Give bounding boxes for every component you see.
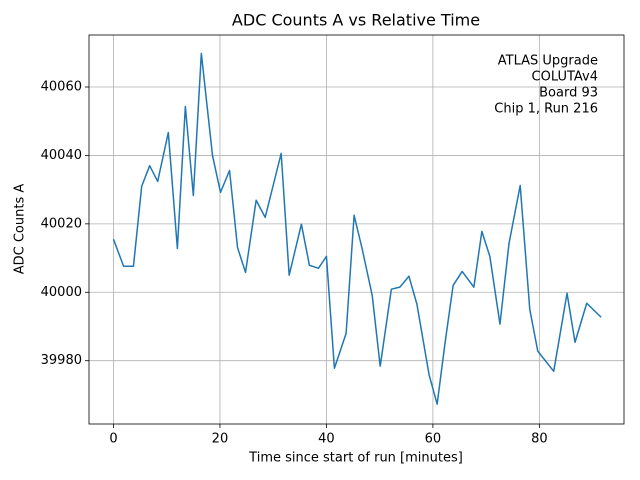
y-tick-label: 40040 (41, 148, 82, 163)
y-tick-label: 40000 (41, 285, 82, 300)
x-tick-label: 20 (212, 432, 229, 447)
x-tick-label: 40 (318, 432, 335, 447)
annotation: Board 93 (539, 86, 598, 101)
annotation: COLUTAv4 (532, 70, 598, 85)
y-axis-label: ADC Counts A (13, 184, 28, 275)
y-tick-label: 40020 (41, 216, 82, 231)
y-tick-label: 39980 (41, 353, 82, 368)
annotation: Chip 1, Run 216 (494, 102, 598, 117)
chart-title: ADC Counts A vs Relative Time (232, 11, 480, 30)
y-tick-label: 40060 (41, 80, 82, 95)
x-tick-label: 60 (425, 432, 442, 447)
annotation: ATLAS Upgrade (498, 54, 598, 69)
x-tick-label: 0 (109, 432, 117, 447)
x-axis-label: Time since start of run [minutes] (248, 451, 463, 466)
x-tick-label: 80 (531, 432, 548, 447)
data-line (112, 52, 602, 405)
plot-frame (88, 34, 625, 425)
